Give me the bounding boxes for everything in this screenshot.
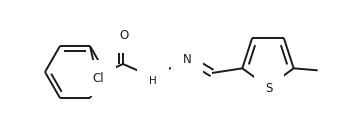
Text: H: H	[149, 76, 157, 86]
Text: N: N	[149, 66, 157, 80]
Text: N: N	[183, 52, 191, 66]
Text: S: S	[265, 81, 273, 94]
Text: Cl: Cl	[92, 72, 104, 85]
Text: O: O	[119, 29, 128, 41]
